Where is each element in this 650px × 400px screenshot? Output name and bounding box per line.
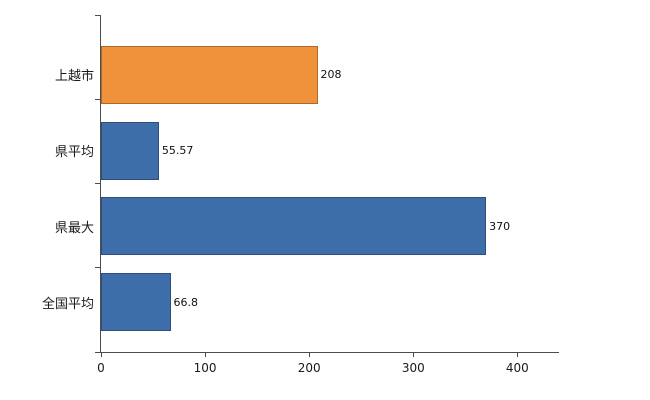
bar	[101, 273, 171, 332]
bar	[101, 197, 487, 256]
x-tick-mark	[100, 352, 102, 357]
bar-row: 県最大 370	[55, 189, 559, 265]
y-tick-mark	[95, 14, 101, 16]
category-label: 全国平均	[41, 296, 94, 312]
x-tick-label: 100	[193, 361, 217, 375]
value-label: 55.57	[161, 144, 194, 158]
bar	[101, 121, 159, 180]
x-tick-label: 200	[297, 361, 321, 375]
category-label: 県最大	[54, 220, 94, 236]
y-tick-mark	[95, 267, 101, 269]
bar-row: 全国平均 66.8	[42, 264, 559, 340]
bar-row: 県平均 55.57	[55, 113, 559, 189]
value-label: 370	[489, 219, 511, 233]
x-tick-label: 400	[505, 361, 529, 375]
category-label: 県平均	[54, 145, 94, 161]
x-tick-mark	[412, 352, 414, 357]
y-tick-mark	[95, 98, 101, 100]
x-tick-mark	[204, 352, 206, 357]
x-tick-label: 0	[97, 361, 105, 375]
x-tick-mark	[516, 352, 518, 357]
x-tick-label: 300	[401, 361, 425, 375]
bar-row: 上越市 208	[55, 37, 559, 113]
value-label: 66.8	[173, 295, 199, 309]
x-tick-mark	[308, 352, 310, 357]
y-tick-mark	[95, 183, 101, 184]
bars-area: 上越市 208 県平均 55.57 県最大 370 全国平均 66.8	[42, 37, 559, 340]
category-label: 上越市	[54, 69, 94, 85]
bar	[101, 45, 318, 104]
y-tick-mark	[95, 351, 101, 353]
value-label: 208	[320, 68, 342, 82]
plot-area: 上越市 208 県平均 55.57 県最大 370 全国平均 66.8 0 100 200 300 4…	[42, 14, 559, 375]
